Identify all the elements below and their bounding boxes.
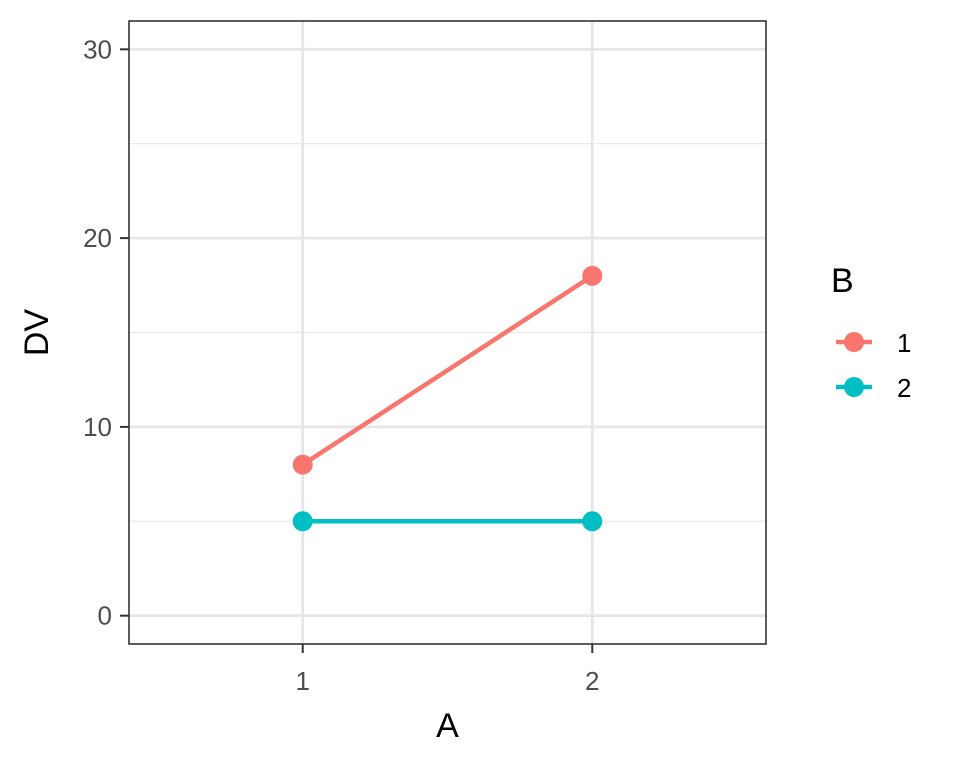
- plot-panel-border: [128, 20, 767, 645]
- data-point: [292, 511, 313, 532]
- grid-lines: [129, 21, 766, 644]
- y-tick-label: 0: [98, 601, 112, 631]
- y-tick-label: 30: [83, 34, 112, 64]
- legend-key-point: [844, 332, 864, 352]
- series-line-1: [301, 273, 594, 467]
- data-point: [582, 265, 603, 286]
- legend-title: B: [831, 262, 854, 300]
- data-point: [292, 454, 313, 475]
- data-point: [582, 511, 603, 532]
- legend-label: 2: [897, 373, 911, 403]
- y-tick-label: 10: [83, 412, 112, 442]
- axes: 0 10 20 30 1 2: [83, 34, 599, 696]
- x-tick-label: 2: [585, 666, 599, 696]
- legend-key-point: [844, 377, 864, 397]
- series-points: [292, 265, 603, 532]
- y-tick-label: 20: [83, 223, 112, 253]
- legend: B 1 2: [831, 262, 911, 403]
- legend-label: 1: [897, 328, 911, 358]
- y-axis-title: DV: [18, 309, 56, 357]
- x-axis-title: A: [436, 707, 459, 745]
- x-tick-label: 1: [295, 666, 309, 696]
- series-lines: [301, 273, 594, 524]
